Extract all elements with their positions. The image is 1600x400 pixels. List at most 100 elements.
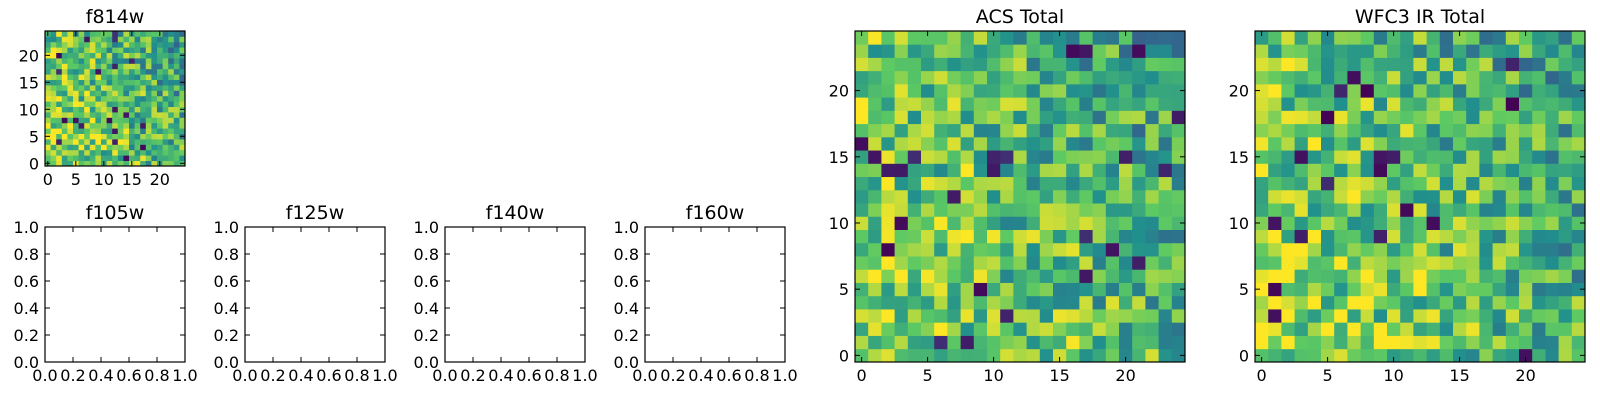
heatmap-cell: [1145, 31, 1159, 45]
heatmap-cell: [1321, 203, 1335, 217]
heatmap-cell: [1119, 189, 1133, 204]
heatmap-cell: [78, 149, 85, 156]
heatmap-cell: [1158, 282, 1173, 297]
heatmap-cell: [1092, 309, 1107, 323]
heatmap-cell: [78, 79, 85, 86]
heatmap-cell: [1321, 189, 1335, 204]
heatmap-cell: [1158, 348, 1173, 363]
heatmap-cell: [1145, 229, 1159, 244]
heatmap-cell: [1558, 83, 1573, 98]
heatmap-cell: [173, 63, 180, 70]
heatmap-cell: [1294, 216, 1309, 230]
x-tick-label: 5: [1323, 366, 1333, 385]
heatmap-cell: [45, 36, 51, 43]
heatmap-cell: [134, 160, 141, 167]
heatmap-cell: [1387, 176, 1401, 191]
heatmap-cell: [179, 47, 186, 53]
heatmap-cell: [1281, 163, 1295, 178]
heatmap-cell: [1013, 256, 1027, 270]
heatmap-cell: [1053, 110, 1067, 125]
heatmap-cell: [1145, 269, 1159, 283]
heatmap-cell: [1066, 70, 1080, 85]
panel-title: f125w: [286, 202, 345, 224]
x-tick-label: 10: [983, 366, 1003, 385]
heatmap-cell: [168, 52, 175, 59]
heatmap-cell: [934, 97, 948, 111]
heatmap-cell: [78, 68, 85, 75]
heatmap-cell: [855, 176, 869, 191]
heatmap-cell: [1026, 97, 1041, 111]
heatmap-cell: [1255, 83, 1269, 98]
heatmap-cell: [1413, 348, 1427, 363]
heatmap-cell: [881, 136, 895, 151]
heatmap-cell: [84, 133, 91, 140]
heatmap-cell: [173, 68, 180, 75]
heatmap-cell: [1426, 57, 1441, 72]
heatmap-cell: [1079, 348, 1093, 363]
heatmap-cell: [947, 44, 961, 58]
heatmap-cell: [1119, 176, 1133, 191]
heatmap-cell: [95, 63, 102, 70]
heatmap-cell: [1519, 150, 1533, 164]
heatmap-cell: [1268, 242, 1282, 257]
heatmap-cell: [1492, 335, 1507, 350]
heatmap-cell: [987, 203, 1001, 217]
heatmap-cell: [1466, 295, 1480, 310]
heatmap-cell: [157, 68, 163, 75]
heatmap-cell: [921, 110, 935, 125]
heatmap-cell: [123, 36, 130, 43]
heatmap-cell: [1334, 322, 1348, 336]
heatmap-cell: [1453, 242, 1467, 257]
heatmap-cell: [1360, 282, 1375, 297]
heatmap-cell: [1387, 216, 1401, 230]
heatmap-cell: [973, 269, 988, 283]
heatmap-cell: [1321, 216, 1335, 230]
heatmap-cells: [45, 31, 186, 167]
heatmap-cell: [45, 85, 51, 91]
heatmap-cell: [1439, 110, 1454, 125]
heatmap-cell: [1255, 97, 1269, 111]
heatmap-cell: [973, 282, 988, 297]
heatmap-cell: [1132, 110, 1146, 125]
heatmap-cell: [78, 112, 85, 118]
heatmap-cell: [1026, 203, 1041, 217]
heatmap-cell: [907, 256, 922, 270]
heatmap-cell: [1558, 348, 1573, 363]
heatmap-cell: [934, 136, 948, 151]
heatmap-cell: [145, 144, 152, 151]
heatmap-cell: [1119, 282, 1133, 297]
heatmap-cell: [921, 136, 935, 151]
heatmap-cell: [123, 155, 130, 161]
heatmap-cell: [1145, 335, 1159, 350]
heatmap-cell: [56, 90, 63, 97]
heatmap-cell: [1321, 83, 1335, 98]
heatmap-cell: [1545, 31, 1559, 45]
heatmap-cell: [1387, 335, 1401, 350]
heatmap-cell: [1026, 176, 1041, 191]
heatmap-cell: [1334, 335, 1348, 350]
heatmap-cell: [67, 101, 74, 107]
heatmap-cell: [894, 256, 909, 270]
heatmap-cell: [894, 269, 909, 283]
heatmap-cell: [1039, 123, 1054, 138]
heatmap-cell: [1105, 295, 1120, 310]
heatmap-cell: [1400, 309, 1414, 323]
heatmap-cell: [1505, 123, 1520, 138]
heatmap-cell: [151, 144, 158, 151]
heatmap-cell: [1171, 203, 1186, 217]
heatmap-cell: [1294, 163, 1309, 178]
heatmap-cell: [112, 122, 119, 129]
heatmap-cell: [129, 122, 135, 129]
heatmap-cell: [145, 101, 152, 107]
heatmap-cell: [67, 85, 74, 91]
heatmap-cell: [1079, 97, 1093, 111]
heatmap-cell: [1281, 203, 1295, 217]
heatmap-cell: [168, 95, 175, 102]
heatmap-cell: [1026, 348, 1041, 363]
heatmap-cell: [1092, 229, 1107, 244]
heatmap-cell: [1079, 256, 1093, 270]
heatmap-cell: [1132, 83, 1146, 98]
heatmap-cell: [1066, 309, 1080, 323]
heatmap-cell: [1255, 348, 1269, 363]
